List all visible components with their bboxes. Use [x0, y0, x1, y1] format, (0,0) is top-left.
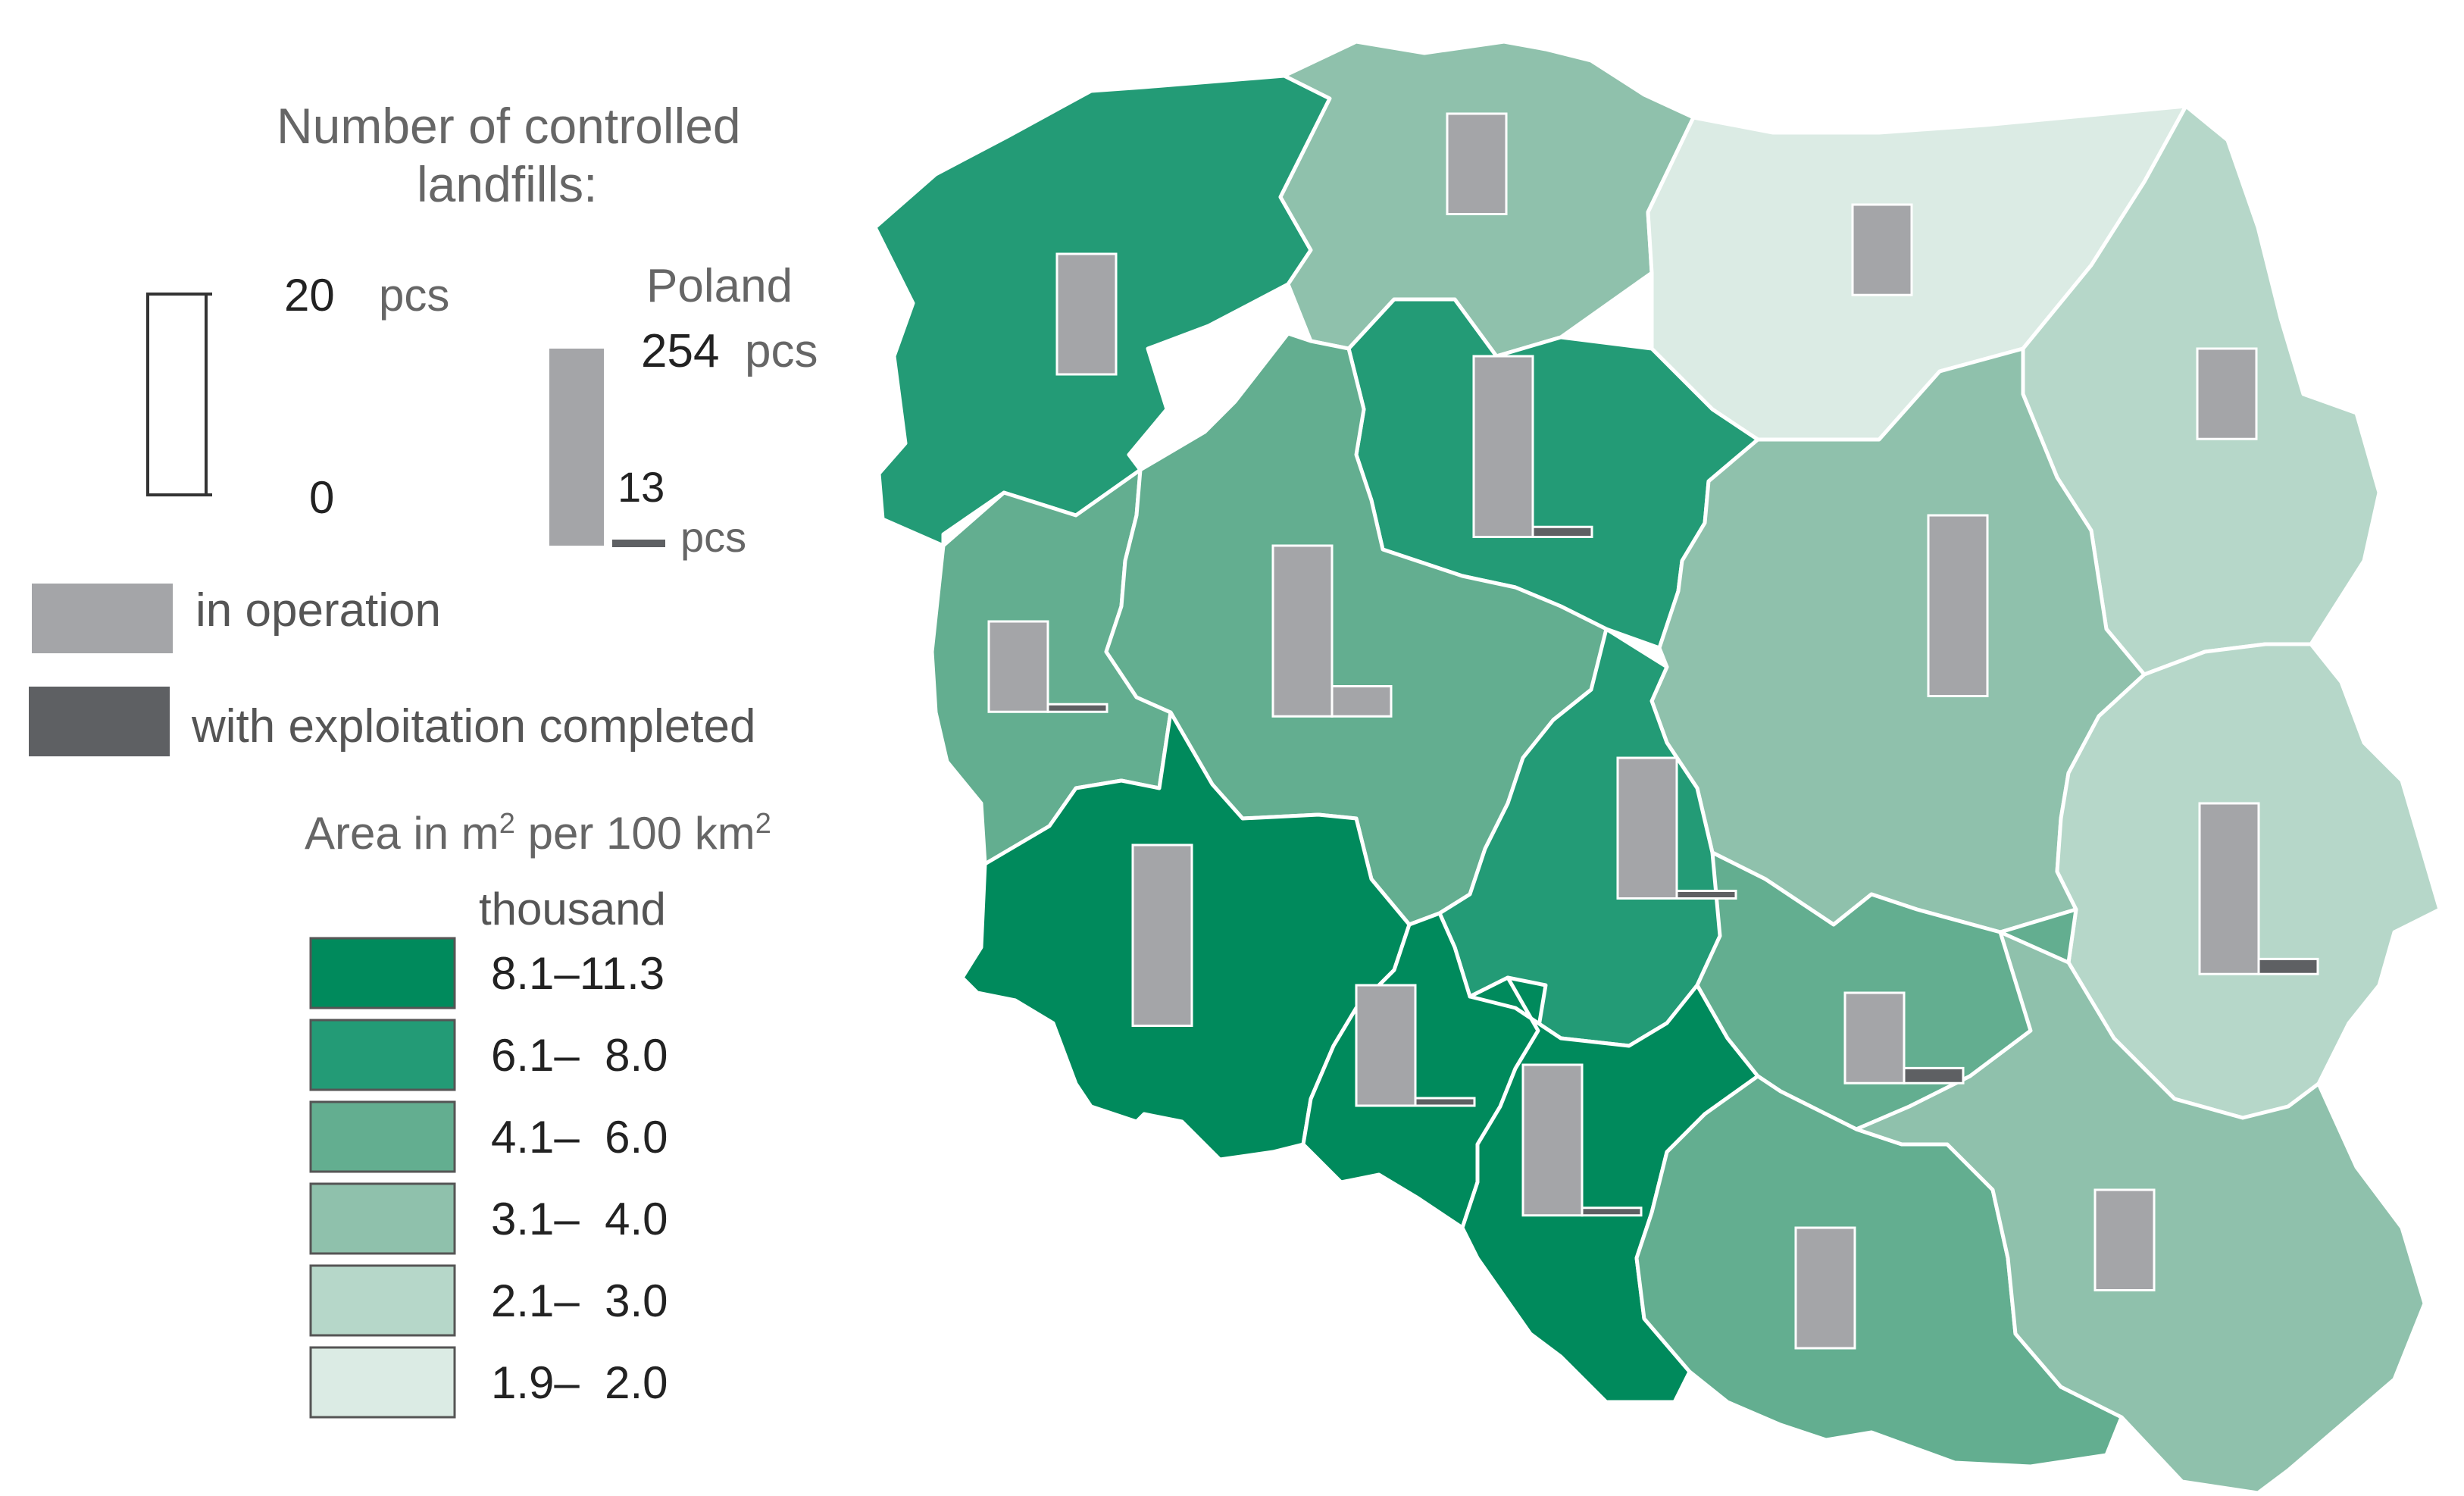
bar-completed-wielkopolskie [1330, 685, 1393, 718]
legend-class-label-6: 1.9– 2.0 [491, 1357, 668, 1408]
legend-class-swatch-5 [309, 1264, 456, 1337]
legend-completed-label: with exploitation completed [192, 700, 756, 753]
legend-class-label-1: 8.1–11.3 [491, 948, 665, 999]
bar-in-operation-lubelskie [2198, 802, 2260, 975]
legend-title-line1: Number of controlled [277, 98, 741, 154]
bar-completed-lubelskie [2257, 957, 2319, 975]
legend-poland-value: 254 [641, 325, 720, 377]
legend-scale-bracket [146, 293, 212, 496]
legend-poland-completed-value: 13 [618, 463, 665, 511]
legend-poland-unit: pcs [745, 325, 818, 377]
legend-poland-completed-bar [612, 540, 665, 547]
legend-area-title-line2: thousand [479, 884, 666, 934]
bar-in-operation-łódzkie [1616, 756, 1678, 900]
legend-class-swatch-4 [309, 1182, 456, 1255]
bar-in-operation-kujawsko-pomorskie [1472, 355, 1534, 538]
bar-in-operation-opolskie [1355, 984, 1417, 1107]
legend-area-title: Area in m2 per 100 km2 [305, 808, 771, 859]
bar-completed-opolskie [1414, 1097, 1476, 1107]
bar-completed-kujawsko-pomorskie [1531, 525, 1593, 538]
legend-poland-in-operation-bar [549, 349, 604, 546]
legend-scale-bottom: 0 [309, 472, 335, 523]
legend-class-label-3: 4.1– 6.0 [491, 1112, 668, 1163]
bar-in-operation-warmińsko-mazurskie [1851, 203, 1913, 296]
bar-completed-lubuskie [1046, 703, 1108, 713]
legend-class-swatch-6 [309, 1346, 456, 1419]
legend-poland-label: Poland [646, 260, 793, 312]
bar-in-operation-dolnośląskie [1131, 843, 1193, 1027]
legend-class-swatch-2 [309, 1019, 456, 1091]
legend-completed-swatch [29, 687, 170, 756]
bar-completed-świętokrzyskie [1903, 1066, 1965, 1084]
legend-class-swatch-3 [309, 1100, 456, 1173]
bar-in-operation-zachodniopomorskie [1055, 252, 1118, 376]
bar-in-operation-śląskie [1521, 1063, 1584, 1217]
legend-class-label-4: 3.1– 4.0 [491, 1194, 668, 1244]
legend-class-label-2: 6.1– 8.0 [491, 1030, 668, 1081]
bar-in-operation-mazowieckie [1927, 514, 1989, 697]
legend-in-operation-label: in operation [195, 584, 442, 637]
bar-in-operation-małopolskie [1794, 1226, 1856, 1350]
bar-in-operation-świętokrzyskie [1843, 991, 1906, 1084]
legend-scale-unit: pcs [379, 270, 450, 321]
bar-completed-śląskie [1581, 1207, 1643, 1217]
bar-in-operation-lubuskie [987, 620, 1049, 713]
legend-scale-top: 20 [284, 270, 335, 321]
bar-in-operation-podkarpackie [2093, 1188, 2156, 1291]
bar-in-operation-pomorskie [1446, 112, 1508, 215]
bar-in-operation-wielkopolskie [1271, 544, 1334, 718]
legend-class-label-5: 2.1– 3.0 [491, 1275, 668, 1326]
bar-completed-łódzkie [1675, 890, 1737, 900]
legend-in-operation-swatch [32, 584, 173, 653]
legend-poland-completed-unit: pcs [680, 513, 747, 561]
legend-title-line2: landfills: [417, 156, 598, 212]
legend-class-swatch-1 [309, 937, 456, 1009]
bar-in-operation-podlaskie [2196, 347, 2258, 440]
